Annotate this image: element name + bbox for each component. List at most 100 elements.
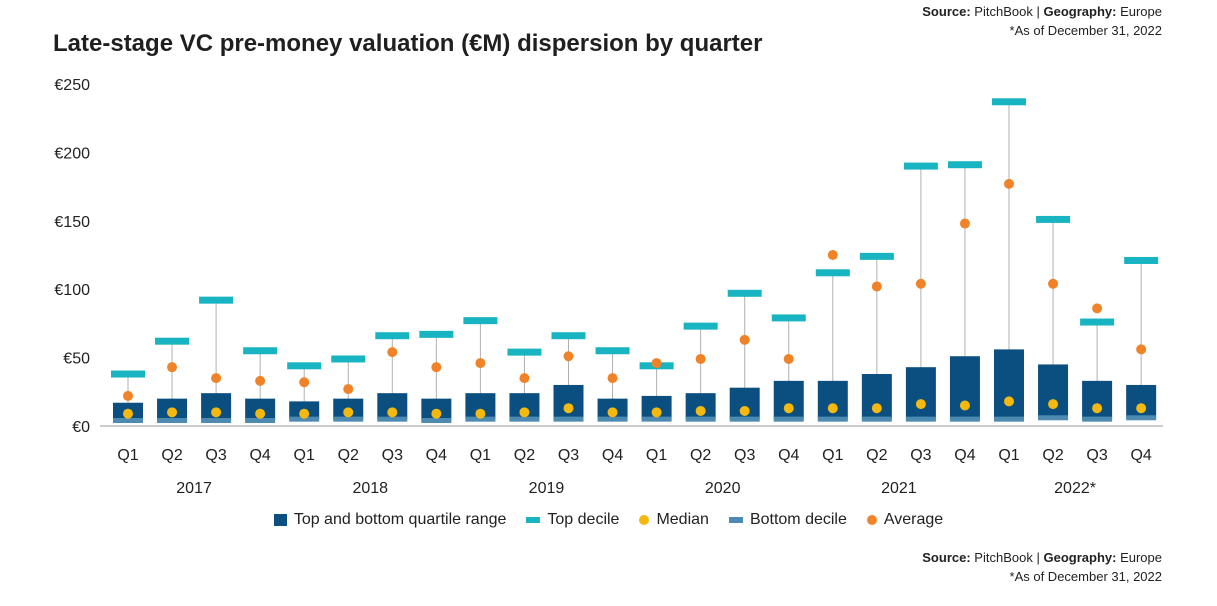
top-decile-marker: [331, 355, 366, 363]
y-tick-label: €200: [54, 145, 90, 162]
top-decile-marker: [595, 347, 630, 355]
bottom-decile-marker: [1082, 416, 1113, 422]
bottom-decile-marker: [729, 416, 760, 422]
average-dot: [1092, 303, 1103, 314]
top-decile-marker: [551, 332, 586, 340]
top-decile-marker: [992, 98, 1026, 106]
average-dot: [255, 375, 266, 386]
median-dot: [1092, 403, 1103, 414]
year-label: 2021: [881, 480, 917, 497]
y-tick-label: €250: [54, 77, 90, 94]
x-tick-label: Q3: [1086, 447, 1107, 464]
median-swatch: [639, 515, 650, 525]
legend-label-top-decile: Top decile: [547, 511, 620, 528]
average-dot: [211, 373, 222, 384]
average-dot: [915, 278, 926, 289]
quartile-swatch: [273, 514, 287, 526]
x-tick-label: Q4: [602, 447, 623, 464]
average-dot: [299, 377, 310, 388]
bottom-decile-marker: [1038, 415, 1069, 421]
quartile-box: [817, 380, 848, 420]
top-decile-marker: [947, 161, 982, 169]
quartile-box: [773, 380, 804, 420]
source-note-bottom: Source: PitchBook | Geography: Europe *A…: [922, 548, 1162, 586]
x-tick-label: Q3: [910, 447, 931, 464]
top-decile-marker: [1124, 256, 1159, 264]
x-tick-label: Q4: [249, 447, 270, 464]
bottom-decile-marker: [333, 416, 364, 422]
top-decile-marker: [683, 322, 718, 330]
x-tick-label: Q3: [558, 447, 579, 464]
median-dot: [651, 407, 662, 418]
as-of-note: *As of December 31, 2022: [1009, 23, 1162, 38]
average-dot: [519, 373, 530, 384]
bottom-decile-marker: [685, 416, 716, 422]
average-dot: [827, 250, 838, 260]
quartile-box: [553, 384, 584, 420]
legend-item-top-decile: Top decile: [526, 511, 619, 529]
bottom-decile-marker: [421, 418, 452, 424]
average-dot: [783, 353, 794, 364]
top-decile-marker: [375, 332, 410, 340]
average-dot: [651, 358, 662, 369]
median-dot: [343, 407, 354, 418]
x-tick-label: Q1: [822, 447, 843, 464]
top-decile-marker: [111, 370, 145, 378]
median-dot: [827, 403, 838, 414]
bottom-decile-marker: [597, 416, 628, 422]
top-decile-marker: [199, 296, 234, 304]
median-dot: [959, 400, 970, 411]
year-label: 2017: [176, 480, 212, 497]
bottom-decile-marker: [113, 418, 143, 424]
geography-label: Geography:: [1043, 550, 1117, 565]
legend-item-bottom-decile: Bottom decile: [728, 511, 847, 529]
median-dot: [211, 407, 222, 418]
separator: |: [1036, 4, 1040, 19]
bottom-decile-marker: [817, 416, 848, 422]
geography-label: Geography:: [1043, 4, 1117, 19]
bottom-decile-marker: [245, 418, 276, 424]
x-tick-label: Q2: [161, 447, 182, 464]
legend-label-quartile: Top and bottom quartile range: [293, 511, 507, 528]
top-decile-marker: [287, 362, 322, 370]
bottom-decile-marker: [949, 416, 980, 422]
median-dot: [739, 405, 750, 416]
quartile-box: [994, 349, 1024, 420]
median-dot: [167, 407, 178, 418]
top-decile-marker: [1080, 318, 1115, 326]
bottom-decile-marker: [553, 416, 584, 422]
y-tick-label: €100: [54, 282, 90, 299]
median-dot: [783, 403, 794, 414]
x-tick-label: Q2: [1042, 447, 1063, 464]
median-dot: [387, 407, 398, 418]
year-label: 2022*: [1054, 480, 1096, 497]
median-dot: [123, 408, 133, 419]
median-dot: [299, 408, 310, 419]
year-label: 2020: [705, 480, 741, 497]
average-dot: [695, 353, 706, 364]
legend-item-quartile: Top and bottom quartile range: [273, 511, 507, 529]
bottom-decile-marker: [905, 416, 936, 422]
x-tick-label: Q1: [470, 447, 491, 464]
bottom-decile-marker: [157, 418, 188, 424]
top-decile-marker: [1036, 215, 1071, 223]
year-label: 2019: [529, 480, 565, 497]
top-decile-marker: [243, 347, 278, 355]
average-dot: [431, 362, 442, 373]
x-tick-label: Q3: [205, 447, 226, 464]
median-dot: [255, 408, 266, 419]
geography-value: Europe: [1120, 550, 1162, 565]
bottom-decile-marker: [201, 418, 232, 424]
average-dot: [1136, 344, 1147, 355]
legend-label-median: Median: [656, 511, 709, 528]
bottom-decile-marker: [289, 416, 320, 422]
average-dot: [1004, 178, 1014, 189]
average-dot: [739, 334, 750, 345]
x-tick-label: Q1: [646, 447, 667, 464]
average-dot: [167, 362, 178, 373]
x-tick-label: Q2: [338, 447, 359, 464]
top-decile-marker: [155, 337, 190, 345]
source-label: Source:: [922, 4, 971, 19]
x-tick-label: Q3: [382, 447, 403, 464]
x-tick-label: Q2: [866, 447, 887, 464]
